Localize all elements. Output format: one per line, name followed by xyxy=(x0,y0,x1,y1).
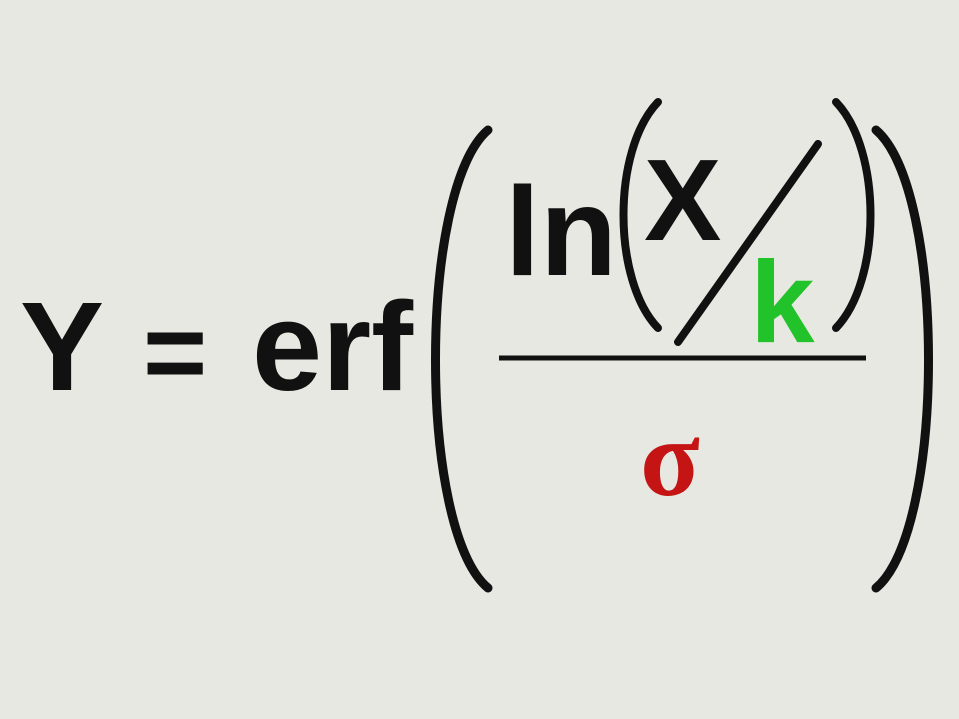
formula-lhs-y: Y xyxy=(20,276,104,417)
numerator-k: k xyxy=(750,237,815,367)
numerator-ln: ln xyxy=(505,161,617,302)
denominator-sigma: σ xyxy=(640,397,700,519)
inner-right-paren xyxy=(832,98,875,332)
outer-right-paren xyxy=(871,125,933,593)
inner-left-paren xyxy=(619,98,662,332)
formula-equals: = xyxy=(143,291,207,414)
numerator-slash xyxy=(674,140,822,346)
numerator-x: X xyxy=(644,135,721,265)
outer-left-paren xyxy=(431,125,493,593)
formula-function-erf: erf xyxy=(252,276,414,417)
